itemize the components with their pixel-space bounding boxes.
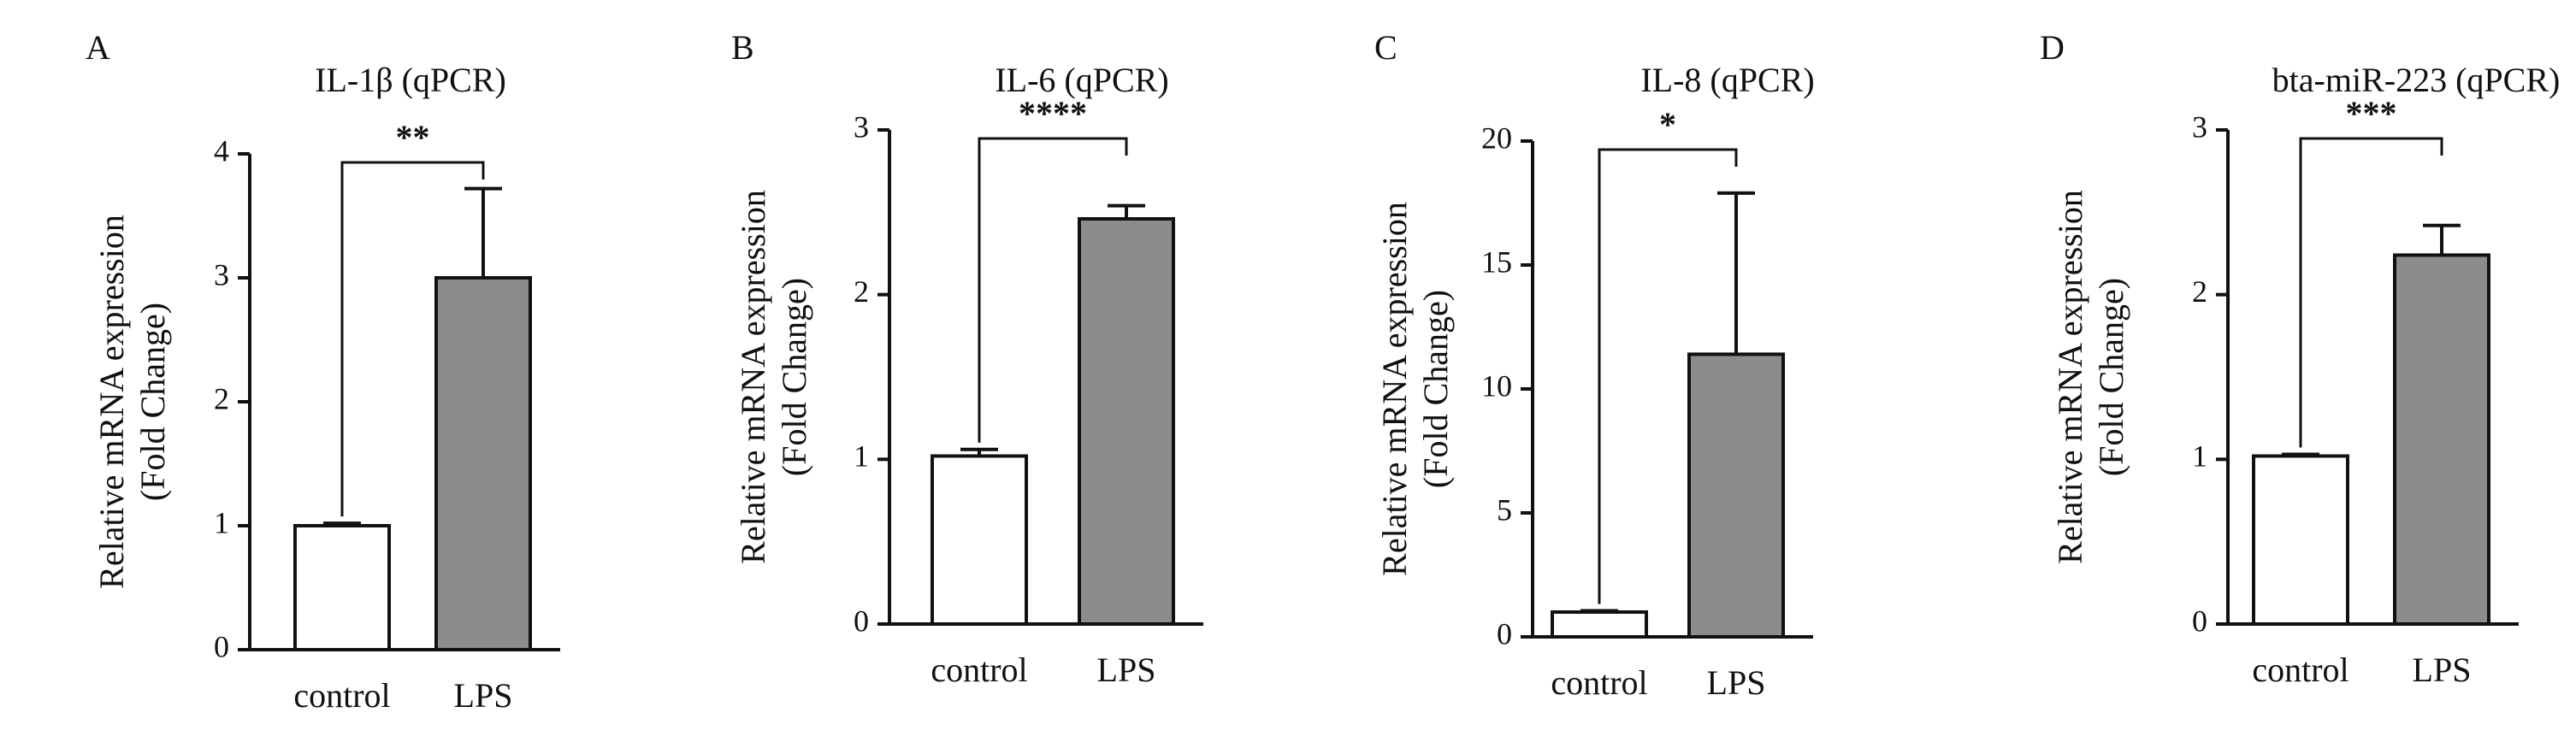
y-tick-label: 5 <box>1497 492 1512 527</box>
bar-lps <box>434 276 532 651</box>
significance-bracket <box>340 161 485 517</box>
significance-marker: ** <box>396 118 430 156</box>
panel-letter: C <box>1374 28 1397 67</box>
significance-bracket <box>1598 148 1738 604</box>
panel-letter: D <box>2040 28 2065 67</box>
significance-bracket <box>2299 137 2443 448</box>
panel-title: IL-8 (qPCR) <box>1640 61 1814 99</box>
significance-marker: **** <box>1019 94 1087 132</box>
x-category-label: control <box>1551 663 1647 702</box>
x-category-label: control <box>931 651 1027 689</box>
y-axis-label-line-1: Relative mRNA expression <box>1375 202 1414 576</box>
y-tick-label: 3 <box>854 109 869 144</box>
x-category-label: LPS <box>1097 651 1156 689</box>
x-category-label: LPS <box>1707 663 1766 702</box>
y-axis-label-line-1: Relative mRNA expression <box>734 190 772 564</box>
y-tick-label: 0 <box>1497 616 1512 651</box>
bar-control <box>293 524 391 651</box>
y-tick-label: 1 <box>214 505 229 539</box>
y-axis-label-line-1: Relative mRNA expression <box>92 215 131 589</box>
x-category-label: control <box>293 676 390 715</box>
x-category-label: control <box>2252 651 2349 689</box>
y-tick-label: 4 <box>214 133 229 168</box>
y-tick-label: 3 <box>2192 109 2207 144</box>
bar-lps <box>1687 352 1785 639</box>
significance-marker: *** <box>2346 94 2397 132</box>
y-tick-label: 1 <box>2192 439 2207 474</box>
panel-a: A IL-1β (qPCR) Relative mRNA expression (Fo… <box>86 28 560 715</box>
significance-bracket <box>978 137 1128 443</box>
bar-lps <box>1078 217 1175 626</box>
panel-title: IL-6 (qPCR) <box>995 61 1168 99</box>
bar-control <box>2252 454 2349 626</box>
panel-b: B IL-6 (qPCR) Relative mRNA expression (Fol… <box>731 28 1203 689</box>
panel-letter: A <box>86 28 110 67</box>
bar-control <box>931 454 1028 626</box>
significance-marker: * <box>1659 105 1676 144</box>
y-tick-label: 0 <box>854 604 869 638</box>
panel-title: bta-miR-223 (qPCR) <box>2272 61 2561 99</box>
y-axis-label-line-2: (Fold Change) <box>775 278 813 476</box>
y-axis-label-line-2: (Fold Change) <box>1416 290 1455 488</box>
y-tick-label: 2 <box>854 274 869 309</box>
bar-control <box>1551 610 1648 639</box>
y-tick-label: 2 <box>214 381 229 415</box>
y-axis-label-line-2: (Fold Change) <box>133 303 172 501</box>
panel-letter: B <box>731 28 754 67</box>
x-category-label: LPS <box>2413 651 2472 689</box>
bar-lps <box>2393 253 2490 626</box>
panel-title: IL-1β (qPCR) <box>315 61 506 99</box>
y-tick-label: 1 <box>854 439 869 474</box>
y-tick-label: 20 <box>1481 121 1512 155</box>
x-category-label: LPS <box>454 676 513 715</box>
y-tick-label: 0 <box>214 629 229 663</box>
y-axis-label-line-1: Relative mRNA expression <box>2051 190 2089 564</box>
y-tick-label: 2 <box>2192 274 2207 309</box>
y-tick-label: 15 <box>1481 244 1512 279</box>
y-tick-label: 3 <box>214 257 229 292</box>
y-tick-label: 10 <box>1481 368 1512 403</box>
panel-c: C IL-8 (qPCR) Relative mRNA expression (Fol… <box>1374 28 1815 702</box>
y-tick-label: 0 <box>2192 604 2207 638</box>
y-axis-label-line-2: (Fold Change) <box>2092 278 2130 476</box>
